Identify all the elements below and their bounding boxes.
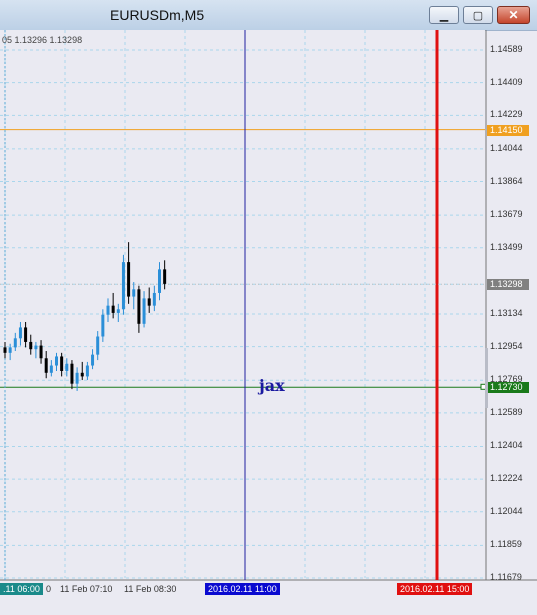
- candle-body: [142, 298, 146, 324]
- candle-body: [137, 289, 141, 324]
- candle-body: [111, 305, 115, 313]
- candle-body: [85, 365, 89, 377]
- price-scale-label: 1.12954: [490, 340, 523, 351]
- candle-body: [55, 356, 58, 366]
- candle-body: [44, 358, 48, 373]
- candle-body: [13, 338, 17, 348]
- price-scale-label: 1.12044: [490, 505, 523, 516]
- price-scale-label: 1.11859: [490, 539, 522, 550]
- current-price-tag: 1.13298: [487, 279, 529, 291]
- candle-body: [34, 345, 38, 350]
- price-scale-label: 1.12404: [490, 440, 523, 451]
- red-vline-time-tag: 2016.02.11 15:00: [397, 583, 473, 595]
- maximize-icon: ▢: [472, 9, 484, 22]
- candle-body: [3, 347, 7, 353]
- price-scale-handle[interactable]: [485, 348, 488, 408]
- window-title: EURUSDm,M5: [110, 7, 205, 23]
- minimize-button[interactable]: ▁: [429, 6, 459, 24]
- price-scale-label: 1.14229: [490, 109, 523, 120]
- price-scale-label: 1.12224: [490, 473, 523, 484]
- time-label-2: 11 Feb 08:30: [124, 584, 177, 594]
- candle-body: [116, 309, 120, 313]
- price-scale-label: 1.13864: [490, 175, 523, 186]
- green-line-price-tag: 1.12730: [487, 382, 529, 394]
- ohlc-readout: 05 1.13296 1.13298: [2, 35, 83, 45]
- minimize-icon: ▁: [439, 9, 449, 22]
- candle-body: [18, 327, 22, 339]
- price-scale-label: 1.12769: [490, 374, 523, 385]
- candle-body: [70, 363, 74, 384]
- candle-body: [163, 269, 167, 284]
- candle-body: [132, 289, 136, 297]
- price-scale-label: 1.12589: [490, 406, 523, 417]
- candle-body: [101, 314, 105, 337]
- candle-body: [121, 262, 125, 310]
- candle-body: [49, 365, 53, 373]
- plot-background: [0, 30, 485, 580]
- candle-body: [24, 327, 28, 342]
- left-time-tag: .11 06:00: [0, 583, 43, 595]
- candle-body: [127, 262, 131, 297]
- candle-body: [152, 292, 156, 306]
- candle-body: [60, 356, 64, 371]
- jax-annotation[interactable]: jax: [259, 376, 285, 395]
- candle-body: [29, 341, 33, 350]
- blue-vline-time-tag: 2016.02.11 11:00: [205, 583, 280, 595]
- candle-body: [39, 345, 43, 359]
- candle-body: [8, 347, 12, 353]
- price-scale-label: 1.11679: [490, 572, 522, 582]
- candle-body: [75, 372, 79, 384]
- close-icon: ✕: [508, 8, 519, 22]
- price-scale-label: 1.13499: [490, 241, 523, 252]
- candle-body: [158, 269, 161, 293]
- candle-body: [91, 354, 95, 366]
- close-button[interactable]: ✕: [497, 6, 530, 24]
- price-scale-label: 1.14044: [490, 142, 523, 153]
- chart-area[interactable]: [0, 30, 537, 615]
- candle-body: [106, 305, 110, 315]
- maximize-button[interactable]: ▢: [463, 6, 493, 24]
- candle-body: [96, 336, 100, 355]
- orange-line-price-tag: 1.14150: [487, 124, 529, 136]
- time-label-1: 11 Feb 07:10: [60, 584, 113, 594]
- price-scale-label: 1.13134: [490, 308, 523, 318]
- candle-body: [80, 372, 84, 377]
- title-bar[interactable]: EURUSDm,M5 ▁ ▢ ✕: [0, 0, 537, 31]
- candle-body: [147, 298, 151, 306]
- price-scale-label: 1.14409: [490, 76, 523, 87]
- time-label-0: 0: [46, 584, 52, 594]
- price-scale-label: 1.13679: [490, 209, 523, 220]
- candle-body: [65, 363, 69, 371]
- price-chart[interactable]: [0, 30, 537, 615]
- price-scale-label: 1.14589: [490, 44, 523, 54]
